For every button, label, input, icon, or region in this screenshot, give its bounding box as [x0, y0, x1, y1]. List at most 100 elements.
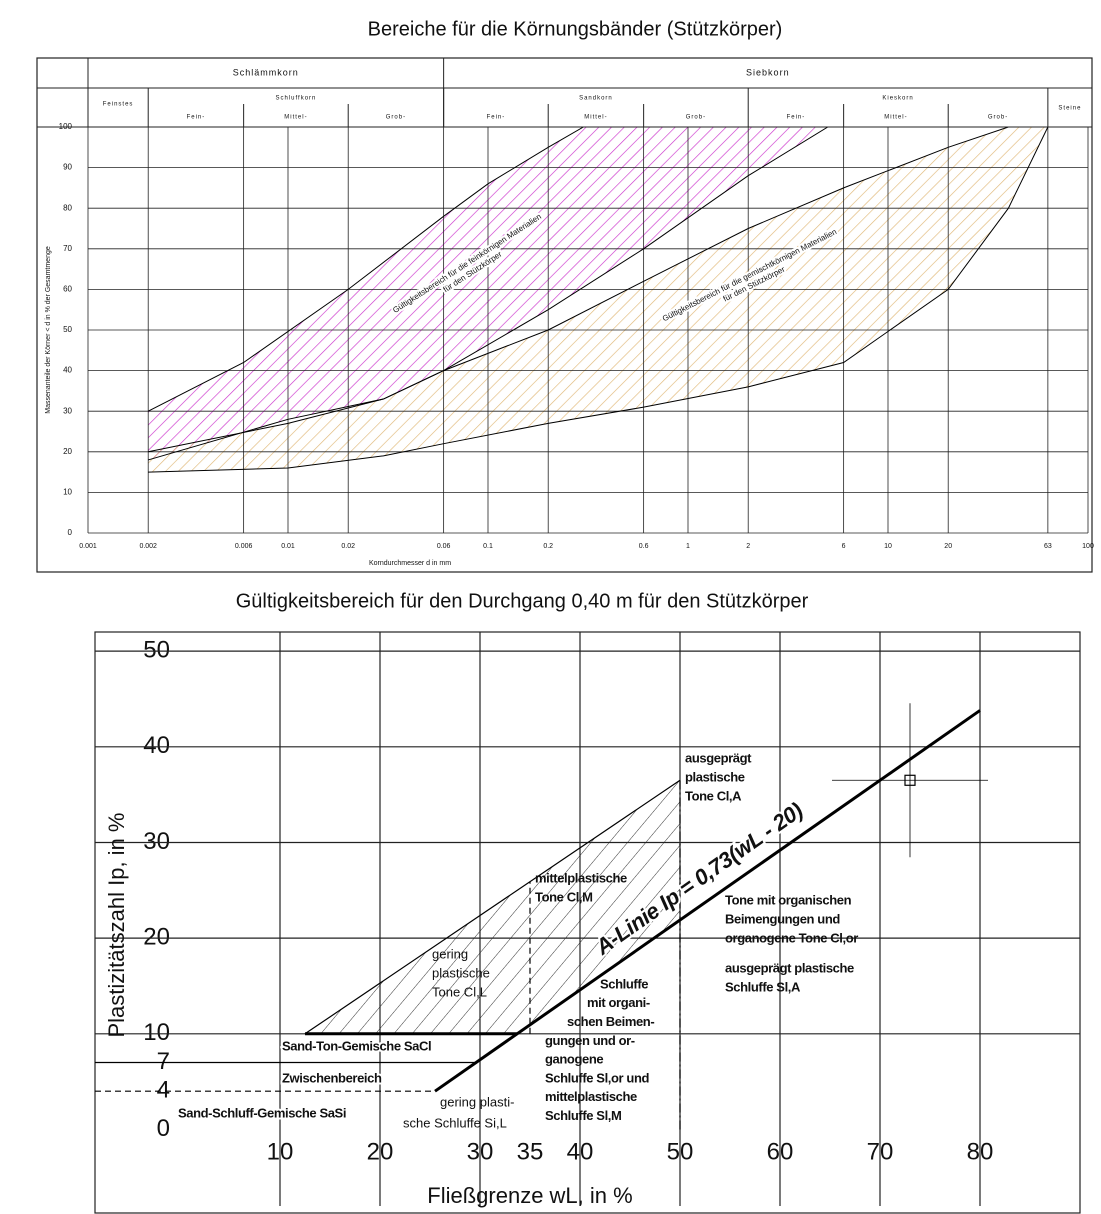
x-tick-label: 0.6	[639, 543, 649, 550]
annotation-text: gering	[432, 946, 468, 961]
x-tick-label: 20	[944, 543, 952, 550]
y-axis-label: Massenanteile der Körner < d in % der Ge…	[45, 246, 52, 414]
x-axis-label: Fließgrenze wL, in %	[427, 1183, 632, 1208]
point	[904, 774, 916, 786]
curve	[148, 126, 829, 461]
y-tick-label: 80	[63, 203, 72, 212]
chart-title: Bereiche für die Körnungsbänder (Stützkö…	[368, 18, 783, 40]
y-tick-label: 50	[63, 325, 72, 334]
x-tick-label: 10	[884, 543, 892, 550]
x-tick-label: 0.01	[281, 543, 295, 550]
annotation-text: Schluffe	[600, 976, 648, 991]
header-text: Siebkorn	[746, 67, 790, 77]
annotation-text: Sand-Schluff-Gemische SaSi	[178, 1105, 346, 1120]
annotation-text: gering plasti-	[440, 1094, 514, 1109]
y-tick-label: 90	[63, 163, 72, 172]
annotation: Sand-Schluff-Gemische SaSi	[176, 1103, 348, 1122]
x-tick-label: 35	[517, 1138, 544, 1165]
annotation-text: Schluffe Sl,M	[545, 1108, 621, 1123]
x-tick-label: 0.001	[79, 543, 97, 550]
annotation-text: Tone Cl,A	[685, 788, 742, 803]
y-tick-label: 4	[157, 1077, 170, 1104]
header-text: Mittel-	[884, 115, 907, 121]
annotation-text: mittelplastische	[535, 870, 627, 885]
annotation: Tone mit organischen Beimengungen und orga…	[725, 892, 859, 945]
x-tick-label: 0.2	[543, 543, 553, 550]
annotation-text: ganogene	[545, 1052, 603, 1067]
x-tick-label: 6	[842, 543, 846, 550]
annotation-text: ausgeprägt plastische	[725, 960, 854, 975]
x-tick-label: 1	[686, 543, 690, 550]
annotation: Schluffe mit organi-schen Beimen-gungen u…	[545, 976, 655, 1123]
annotation-text: Sand-Ton-Gemische SaCl	[282, 1038, 431, 1053]
y-tick-label: 7	[157, 1048, 170, 1075]
annotation-text: organogene Tone Cl,or	[725, 930, 858, 945]
header-text: Grob-	[686, 115, 706, 121]
annotation: ausgeprägt plastische Tone Cl,A	[685, 750, 753, 803]
annotation: gering plasti-sche Schluffe Si,L	[403, 1094, 514, 1130]
annotation: Zwischenbereich	[280, 1068, 384, 1087]
frame	[36, 57, 1093, 573]
header-text: Kieskorn	[882, 96, 913, 102]
header-text: Mittel-	[584, 115, 607, 121]
header-text: Mittel-	[284, 115, 307, 121]
annotation: ausgeprägt plastische Schluffe Sl,A	[725, 960, 854, 994]
header-text: Grob-	[386, 115, 406, 121]
annotation-text: Schluffe Sl,or und	[545, 1070, 649, 1085]
x-tick-label: 0.1	[483, 543, 493, 550]
x-tick-label: 0.002	[139, 543, 157, 550]
annotation-text: plastische	[685, 769, 745, 784]
header-text: Feinstes	[103, 102, 134, 108]
header-text: Steine	[1058, 106, 1081, 112]
y-tick-label: 20	[63, 447, 72, 456]
annotation-text: Schluffe Sl,A	[725, 979, 801, 994]
annotation: mittelplastische Tone Cl,M	[535, 870, 627, 904]
y-tick-label: 10	[63, 488, 72, 497]
x-tick-label: 0.02	[341, 543, 355, 550]
chart-title: Gültigkeitsbereich für den Durchgang 0,4…	[236, 590, 809, 612]
header-text: Schluffkorn	[275, 96, 316, 102]
x-tick-label: 0.06	[437, 543, 451, 550]
header-text: Sandkorn	[579, 96, 613, 102]
y-tick-label: 70	[63, 244, 72, 253]
curve	[304, 779, 681, 1035]
y-tick-label: 30	[63, 406, 72, 415]
y-tick-label: 20	[143, 923, 170, 950]
annotation: Sand-Ton-Gemische SaCl	[280, 1036, 434, 1055]
y-tick-label: 50	[143, 636, 170, 663]
annotation-text: sche Schluffe Si,L	[403, 1115, 507, 1130]
annotation-text: plastische	[432, 965, 490, 980]
curve	[148, 126, 1009, 453]
x-tick-label: 63	[1044, 543, 1052, 550]
annotation-text: Tone mit organischen	[725, 892, 852, 907]
curve	[147, 126, 584, 412]
curve	[434, 709, 981, 1093]
curve	[148, 126, 1049, 473]
x-tick-label: 100	[1082, 543, 1094, 550]
x-tick-label: 0.006	[235, 543, 253, 550]
annotation-text: schen Beimen-	[567, 1014, 654, 1029]
y-tick-label: 60	[63, 285, 72, 294]
header-text: Grob-	[988, 115, 1008, 121]
x-axis-label: Korndurchmesser d in mm	[369, 560, 451, 567]
header-text: Schlämmkorn	[233, 67, 299, 77]
band-area	[148, 127, 1048, 473]
annotation-text: ausgeprägt	[685, 750, 752, 765]
header-text: Fein-	[787, 115, 806, 121]
y-tick-label: 0	[68, 528, 73, 537]
y-tick-label: 0	[157, 1115, 170, 1142]
y-tick-label: 10	[143, 1019, 170, 1046]
x-tick-label: 2	[746, 543, 750, 550]
y-tick-label: 40	[143, 732, 170, 759]
annotation-text: Tone Cl,M	[535, 889, 593, 904]
y-axis-label: Plastizitätszahl Ip, in %	[104, 813, 129, 1038]
annotation-text: Beimengungen und	[725, 911, 840, 926]
annotation-text: Tone Cl,L	[432, 984, 487, 999]
y-tick-label: 30	[143, 828, 170, 855]
header-text: Fein-	[487, 115, 506, 121]
annotation-text: Zwischenbereich	[282, 1070, 382, 1085]
annotation-text: mit organi-	[587, 995, 650, 1010]
header-text: Fein-	[187, 115, 206, 121]
annotation: gering plastische Tone Cl,L	[432, 946, 490, 999]
